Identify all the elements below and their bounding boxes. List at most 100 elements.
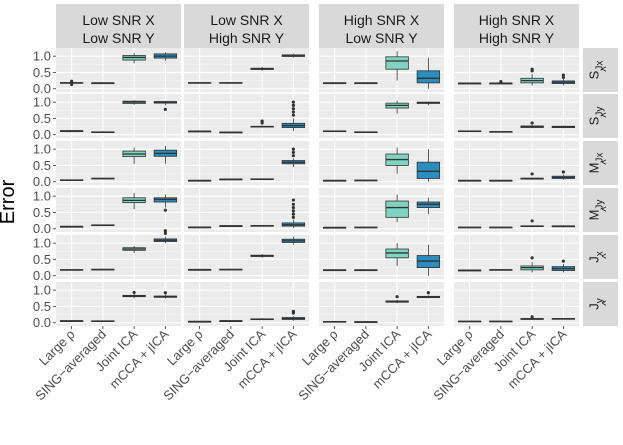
row-strip [583, 48, 618, 92]
panel-background [454, 188, 579, 232]
row-strips: SJx^SJy^MJx^MJy^Jx^Jy^ [583, 48, 618, 326]
outlier-point [291, 209, 295, 213]
y-tick-label: 0.5 [33, 65, 51, 80]
outlier-point [291, 107, 295, 111]
row-strip-label: MJy [587, 200, 606, 221]
panel [454, 282, 579, 326]
box [416, 70, 441, 84]
outlier-point [561, 73, 565, 77]
outlier-point [163, 291, 167, 295]
y-axes: 0.00.51.00.00.51.00.00.51.00.00.51.00.00… [33, 49, 56, 330]
row-strip-hat: ^ [601, 206, 613, 212]
outlier-point [561, 259, 565, 263]
column-strip [184, 4, 309, 48]
row-strip-hat: ^ [601, 253, 613, 259]
panel [454, 235, 579, 279]
y-axis-label: Error [0, 179, 19, 224]
outlier-point [291, 205, 295, 210]
outlier-point [291, 113, 295, 117]
outlier-point [163, 231, 167, 235]
y-tick-label: 1.0 [33, 95, 51, 110]
panel [454, 94, 579, 138]
panel [319, 235, 444, 279]
panel [454, 48, 579, 92]
column-strip [454, 4, 579, 48]
row-strip-label: SJx [587, 61, 606, 80]
panel [184, 282, 309, 326]
y-tick-label: 0.5 [33, 252, 51, 267]
panel [56, 229, 181, 279]
panel [454, 141, 579, 185]
column-strip-line2: High SNR Y [209, 30, 285, 46]
panel [184, 188, 309, 232]
y-tick-label: 1.0 [33, 142, 51, 157]
panel [454, 188, 579, 232]
panel [184, 94, 309, 138]
y-tick-label: 0.0 [33, 174, 51, 189]
outlier-point [260, 119, 264, 123]
panels [56, 48, 579, 326]
outlier-point [530, 172, 534, 176]
y-tick-label: 1.0 [33, 189, 51, 204]
row-strip-label: SJy [587, 107, 606, 126]
outlier-point [530, 121, 534, 125]
outlier-point [291, 198, 295, 202]
outlier-point [163, 107, 167, 111]
box [385, 200, 409, 218]
outlier-point [70, 82, 74, 87]
panel [184, 48, 309, 92]
row-strip-label: Jx [587, 251, 606, 263]
panel-background [56, 188, 181, 232]
row-strip-hat: ^ [601, 112, 613, 118]
row-strip [583, 188, 618, 232]
y-tick-label: 0.0 [33, 81, 51, 96]
y-tick-label: 0.0 [33, 127, 51, 142]
panel [56, 48, 181, 92]
panel-background [454, 48, 579, 92]
row-strip [583, 141, 618, 185]
outlier-point [291, 154, 295, 158]
panel [56, 94, 181, 138]
panel-background [319, 48, 444, 92]
outlier-point [291, 309, 295, 313]
row-strip-hat: ^ [601, 159, 613, 165]
outlier-point [499, 79, 503, 84]
row-strip-hat: ^ [601, 66, 613, 72]
row-strip [583, 282, 618, 326]
panel-background [56, 282, 181, 326]
y-tick-label: 0.5 [33, 111, 51, 126]
panel [184, 141, 309, 185]
y-tick-label: 0.0 [33, 315, 51, 330]
column-strip [56, 4, 181, 48]
panel [184, 235, 309, 279]
column-strip-line1: Low SNR X [210, 12, 283, 28]
y-tick-label: 1.0 [33, 49, 51, 64]
outlier-point [291, 147, 295, 151]
row-strip-hat: ^ [601, 300, 613, 306]
column-strip-line1: High SNR X [479, 12, 555, 28]
panel-background [319, 282, 444, 326]
y-tick-label: 0.5 [33, 205, 51, 220]
panel [319, 94, 444, 138]
outlier-point [163, 229, 167, 233]
outlier-point [291, 150, 295, 155]
outlier-point [163, 208, 167, 212]
panel-background [319, 188, 444, 232]
outlier-point [530, 315, 534, 319]
outlier-point [530, 67, 534, 71]
panel [319, 141, 444, 185]
panel-background [454, 235, 579, 279]
y-tick-label: 0.0 [33, 268, 51, 283]
outlier-point [291, 202, 295, 206]
outlier-point [291, 110, 295, 114]
panel [56, 141, 181, 185]
row-strip-label: Jy [587, 298, 606, 310]
column-strip-line2: Low SNR Y [345, 30, 418, 46]
panel [319, 48, 444, 92]
column-strip-line1: Low SNR X [82, 12, 155, 28]
outlier-point [426, 291, 430, 295]
outlier-point [70, 79, 74, 83]
outlier-point [291, 100, 295, 104]
